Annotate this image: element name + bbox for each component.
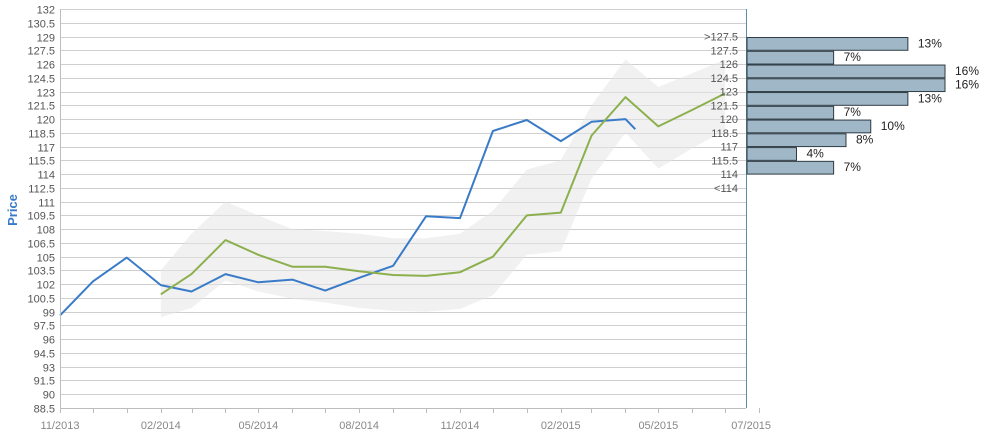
histogram-bar-value: 7% xyxy=(844,105,862,119)
x-tick-label: 08/2014 xyxy=(339,420,379,432)
x-tick-label: 07/2015 xyxy=(731,420,771,432)
histogram-bin-label: 114 xyxy=(720,169,738,181)
y-tick-label: 126 xyxy=(37,60,55,72)
y-tick-label: 108 xyxy=(37,225,55,237)
y-tick-label: 105 xyxy=(37,253,55,265)
y-axis-label: Price xyxy=(5,194,20,226)
y-tick-label: 102 xyxy=(37,280,55,292)
histogram-bin-label: 123 xyxy=(720,87,738,99)
axes xyxy=(60,9,760,413)
y-tick-label: 123 xyxy=(37,88,55,100)
y-tick-label: 88.5 xyxy=(34,404,55,416)
x-tick-label: 02/2015 xyxy=(541,420,581,432)
histogram-bar xyxy=(746,64,946,79)
y-tick-label: 120 xyxy=(37,115,55,127)
histogram-bar xyxy=(746,119,872,134)
histogram-bar xyxy=(746,147,797,161)
y-tick-label: 121.5 xyxy=(27,101,55,113)
y-tick-label: 109.5 xyxy=(27,211,55,223)
histogram-bin-label: 118.5 xyxy=(711,128,738,140)
histogram-bar xyxy=(746,92,909,106)
histogram-bin-label: 124.5 xyxy=(710,73,738,85)
histogram-bin-label: <114 xyxy=(714,183,738,195)
y-tick-label: 130.5 xyxy=(27,19,55,31)
y-tick-label: 115.5 xyxy=(28,156,55,168)
price-series xyxy=(59,92,726,317)
x-tick-label: 02/2014 xyxy=(141,420,181,432)
forecast-band xyxy=(160,59,726,318)
x-tick-label: 11/2013 xyxy=(41,420,80,432)
histogram-bar xyxy=(746,50,835,65)
histogram-bin-label: >127.5 xyxy=(704,32,738,44)
y-tick-label: 90 xyxy=(43,390,55,402)
y-tick-label: 118.5 xyxy=(28,129,55,141)
histogram-bin-label: 121.5 xyxy=(710,100,738,112)
forecast-price-line xyxy=(160,92,726,296)
histogram-bin-label: 120 xyxy=(720,114,738,126)
histogram-bin-label: 127.5 xyxy=(710,45,738,57)
y-tick-label: 91.5 xyxy=(34,376,55,388)
histogram-bar xyxy=(746,133,847,148)
histogram-bar-value: 13% xyxy=(918,91,942,105)
actual-price-line xyxy=(59,118,637,317)
histogram-bar xyxy=(746,78,946,93)
histogram-bar-value: 4% xyxy=(807,146,825,160)
histogram-bar-value: 7% xyxy=(844,160,862,174)
y-tick-label: 124.5 xyxy=(27,74,55,86)
histogram-bin-label: 115.5 xyxy=(711,155,738,167)
x-tick-label: 05/2014 xyxy=(238,420,278,432)
price-distribution-histogram: >127.5 13% 127.5 7% 126 16% 124.5 16% 123 13% 121.… xyxy=(704,32,979,195)
y-tick-label: 97.5 xyxy=(34,321,55,333)
y-tick-label: 93 xyxy=(43,363,55,375)
y-tick-label: 129 xyxy=(37,33,55,45)
histogram-bin-label: 117 xyxy=(720,142,738,154)
y-tick-label: 127.5 xyxy=(27,46,55,58)
histogram-bar xyxy=(746,105,835,120)
histogram-bar-value: 13% xyxy=(918,36,942,50)
confidence-band xyxy=(160,59,726,318)
y-tick-label: 117 xyxy=(37,143,55,155)
y-tick-labels: 88.5 90 91.593 94.5 96 97.599 100.5 102 103.5105… xyxy=(27,5,55,416)
y-tick-label: 106.5 xyxy=(27,239,55,251)
histogram-bar xyxy=(746,160,835,175)
y-tick-label: 96 xyxy=(43,335,55,347)
y-tick-label: 100.5 xyxy=(27,294,55,306)
y-tick-label: 132 xyxy=(37,5,55,17)
histogram-bar-value: 8% xyxy=(856,133,874,147)
y-tick-label: 103.5 xyxy=(27,266,55,278)
y-tick-label: 111 xyxy=(38,198,55,210)
y-tick-label: 94.5 xyxy=(34,349,55,361)
histogram-bar xyxy=(746,37,909,51)
x-tick-labels: 11/2013 02/2014 05/2014 08/2014 11/2014 02/20… xyxy=(41,420,772,432)
histogram-bar-value: 7% xyxy=(844,50,862,64)
x-tick-label: 11/2014 xyxy=(441,420,480,432)
gridlines xyxy=(60,9,746,409)
histogram-bar-value: 16% xyxy=(955,78,979,92)
y-tick-label: 99 xyxy=(43,308,55,320)
x-tick-label: 05/2015 xyxy=(638,420,678,432)
y-tick-label: 112.5 xyxy=(28,184,55,196)
histogram-bar-value: 10% xyxy=(881,119,905,133)
y-tick-label: 114 xyxy=(37,170,55,182)
histogram-bin-label: 126 xyxy=(720,59,738,71)
histogram-bar-value: 16% xyxy=(955,64,979,78)
